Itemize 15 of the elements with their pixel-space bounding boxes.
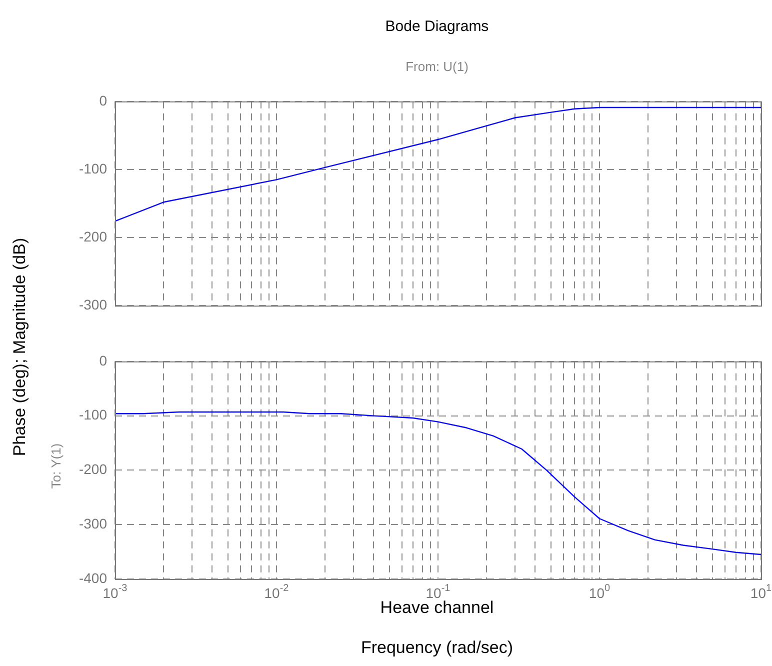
y-tick-label: -400 <box>78 570 108 586</box>
chart-title: Bode Diagrams <box>385 18 489 35</box>
text: To: Y(1) <box>48 443 64 489</box>
chart-subtitle: From: U(1) <box>406 59 468 74</box>
y-tick-label: -200 <box>78 228 108 244</box>
y-tick-label: -200 <box>78 461 108 478</box>
y-tick-label: -100 <box>78 406 108 423</box>
y-tick-label: -100 <box>78 160 108 176</box>
y-tick-label: -300 <box>78 296 108 312</box>
text: Heave channel <box>380 598 494 618</box>
y-tick-label: 0 <box>99 352 108 368</box>
x-axis-title: Frequency (rad/sec) <box>360 638 514 658</box>
y-tick-label: -300 <box>78 515 108 532</box>
y-tick-label: 0 <box>99 92 108 108</box>
y-axis-title: Phase (deg); Magnitude (dB) <box>10 238 30 456</box>
